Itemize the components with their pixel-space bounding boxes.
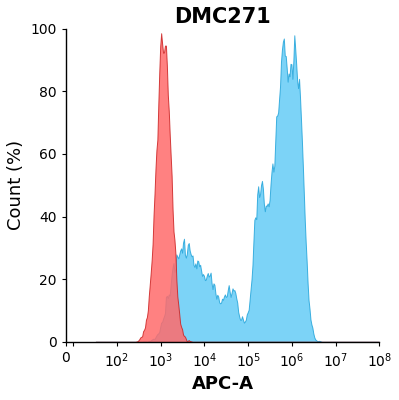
Y-axis label: Count (%): Count (%): [7, 140, 25, 230]
X-axis label: APC-A: APC-A: [192, 375, 254, 393]
Title: DMC271: DMC271: [174, 7, 271, 27]
